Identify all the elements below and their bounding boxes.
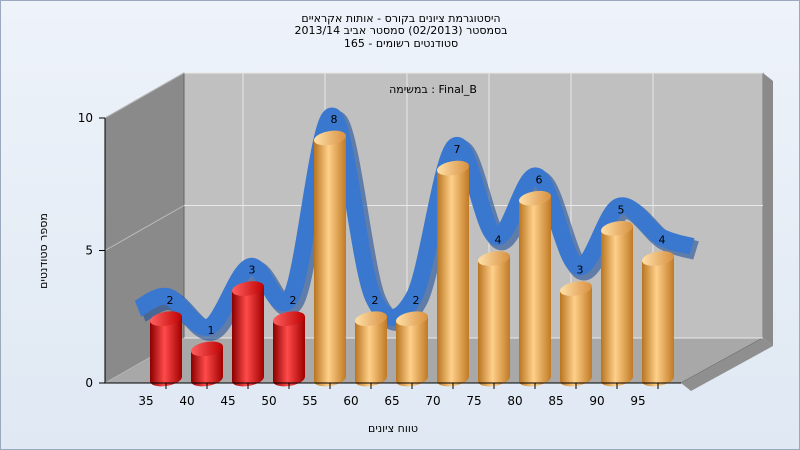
x-tick-label: 60 [343,394,358,408]
grid-line-side [104,72,185,119]
bar-65: 2 [396,294,428,387]
bar-body [519,196,551,387]
floor-edge [681,338,773,391]
bar-value-label: 3 [249,264,256,277]
x-tick-label: 45 [220,394,235,408]
bar-top [355,311,387,327]
bar-value-label: 3 [577,264,584,277]
y-ticks: 0 5 10 [78,111,105,390]
bar-value-label: 4 [495,234,502,247]
bar-body [150,316,182,387]
bar-body [601,226,633,387]
bar-75: 4 [478,234,510,387]
x-tick-label: 90 [589,394,604,408]
bar-50: 2 [273,294,305,387]
bar-body [437,165,469,387]
bar-85: 3 [560,264,592,387]
bar-value-label: 2 [167,294,174,307]
bar-top [642,251,674,266]
bar-35: 2 [150,294,182,387]
x-ticks: 35 40 45 50 55 60 65 70 75 80 85 90 95 [138,383,659,408]
bars-group: 2 1 3 2 8 2 2 7 4 6 3 5 4 [150,113,674,387]
x-tick-label: 70 [425,394,440,408]
bar-top [314,130,346,146]
bar-40: 1 [191,324,223,387]
bar-value-label: 7 [454,143,461,156]
bar-body [478,256,510,387]
bar-value-label: 2 [372,294,379,307]
bar-body [232,286,264,387]
bar-body [314,135,346,387]
x-tick-label: 55 [302,394,317,408]
bar-80: 6 [519,173,551,387]
bar-value-label: 2 [413,294,420,307]
chart-subtitle: במשימה : Final_B [389,83,477,96]
x-tick-label: 35 [138,394,153,408]
bar-top [437,160,469,176]
bar-60: 2 [355,294,387,387]
chart-title-line-3: סטודנטים רשומים - 165 [343,37,459,50]
bar-top [232,281,264,296]
y-tick-label: 10 [78,111,93,125]
bar-45: 3 [232,264,264,387]
x-axis-label: טווח ציונים [368,422,418,435]
x-tick-label: 85 [548,394,563,408]
bar-top [560,281,592,296]
bar-body [355,316,387,387]
x-tick-label: 95 [630,394,645,408]
x-tick-label: 75 [466,394,481,408]
bar-value-label: 2 [290,294,297,307]
bar-value-label: 4 [659,234,666,247]
bar-value-label: 1 [208,324,215,337]
chart-title-line-2: בסמסטר (02/2013) סמסטר אביב 2013/14 [294,24,508,37]
bar-90: 5 [601,203,633,387]
y-tick-label: 5 [85,244,93,258]
bar-95: 4 [642,234,674,387]
y-tick-label: 0 [85,376,93,390]
grid-line-side [104,205,185,251]
x-tick-label: 50 [261,394,276,408]
bar-top [601,221,633,236]
x-tick-label: 40 [179,394,194,408]
bar-value-label: 6 [536,173,543,186]
bar-value-label: 8 [331,113,338,126]
bar-body [396,316,428,387]
bar-top [273,311,305,327]
bar-body [191,346,223,387]
bar-55: 8 [314,113,346,387]
bar-body [560,286,592,387]
bar-body [642,256,674,387]
x-tick-label: 65 [384,394,399,408]
bar-value-label: 5 [618,203,625,216]
bar-top [396,311,428,327]
distribution-curve [133,107,699,341]
bar-70: 7 [437,143,469,387]
curve-ribbon [133,107,695,336]
bar-top [150,311,182,327]
chart-title-line-1: היסטוגרמת ציונים בקורס - אותות אקראיים [301,12,501,25]
bar-top [191,341,223,357]
bar-top [478,251,510,266]
y-axis-label: מספר סטודנטים [37,213,50,289]
bar-body [273,316,305,387]
bar-top [519,190,551,206]
back-wall-edge [763,73,773,346]
x-tick-label: 80 [507,394,522,408]
